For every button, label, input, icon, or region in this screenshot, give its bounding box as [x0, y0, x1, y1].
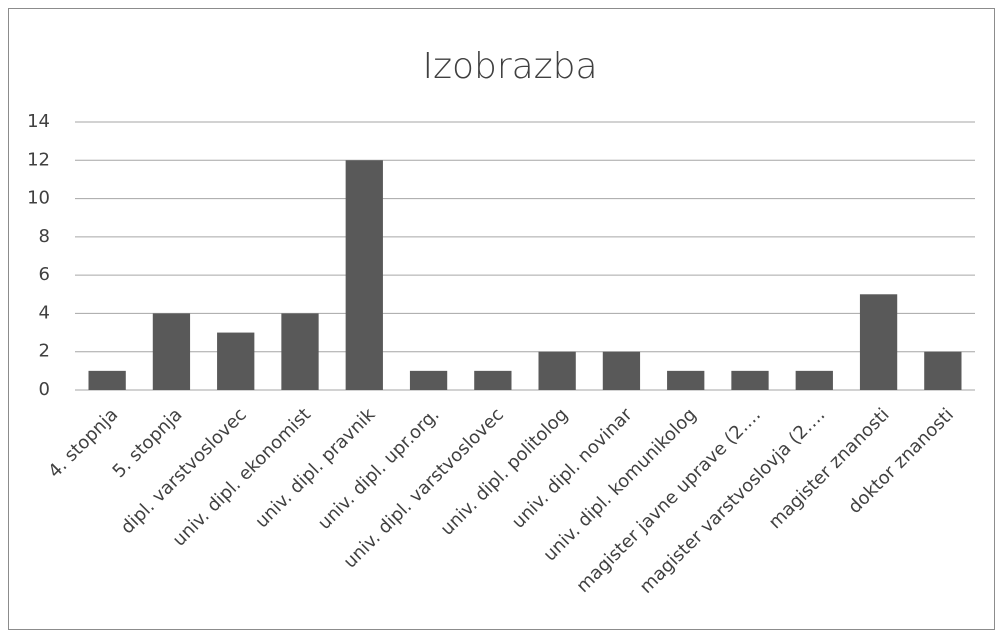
y-tick-label: 8: [39, 226, 50, 247]
bar: [281, 313, 319, 390]
y-tick-label: 10: [27, 188, 50, 209]
y-tick-label: 12: [27, 149, 50, 170]
bar: [924, 351, 962, 390]
y-tick-label: 2: [39, 341, 50, 362]
bar: [152, 313, 191, 390]
chart-title: Izobrazba: [422, 46, 597, 87]
bar: [474, 370, 512, 390]
bar: [667, 370, 705, 390]
y-tick-label: 14: [27, 111, 50, 132]
y-tick-label: 0: [39, 379, 50, 400]
y-tick-label: 4: [39, 302, 50, 323]
bar: [602, 351, 641, 390]
bar: [409, 370, 448, 390]
bar: [795, 370, 833, 390]
y-tick-label: 6: [39, 264, 50, 285]
bar: [731, 370, 769, 390]
bar: [538, 351, 576, 390]
bar: [217, 332, 255, 390]
bar: [345, 160, 383, 390]
bar: [859, 294, 898, 390]
bar: [88, 370, 126, 390]
